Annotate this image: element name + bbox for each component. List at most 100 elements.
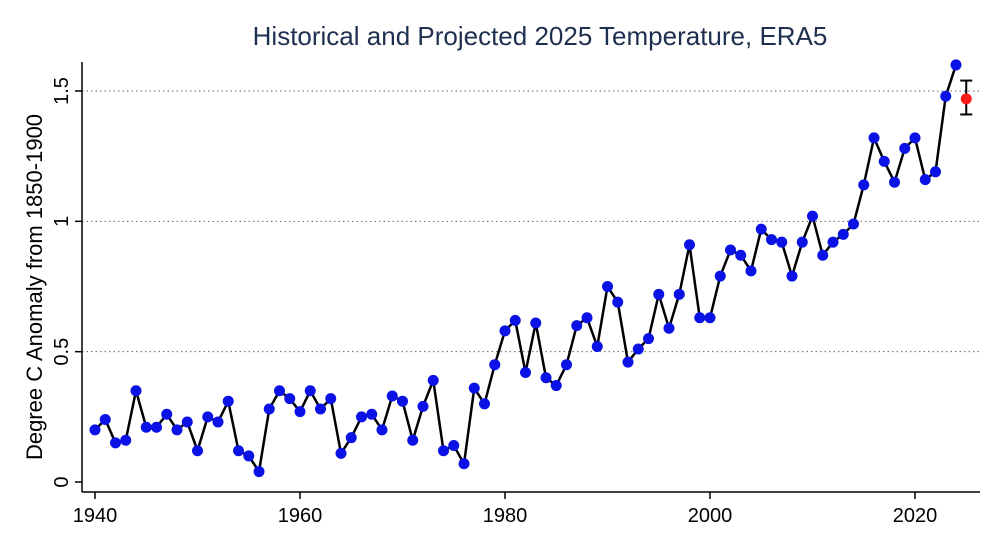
data-point [643,333,654,345]
data-point [99,413,111,425]
data-point [212,416,224,428]
data-point [776,236,788,248]
data-point [571,320,583,332]
data-point [540,372,552,384]
data-point [684,239,695,251]
data-point [725,244,736,256]
data-point [889,176,900,188]
data-point [304,385,316,397]
data-point [550,380,562,392]
data-point [417,400,429,412]
data-point [427,374,439,386]
data-point [694,312,706,324]
data-point [561,359,572,371]
series-line [94,64,958,475]
data-point [581,312,593,324]
data-point [766,234,777,246]
data-point [335,447,347,459]
data-point [868,132,880,144]
data-point [509,314,521,326]
data-point [899,142,911,154]
data-point [438,445,449,457]
data-point [366,408,378,420]
y-tick-label: 1.5 [51,77,73,105]
data-point [704,312,716,324]
data-point [181,416,193,428]
data-point [673,288,685,300]
data-point [151,421,162,433]
data-point [89,424,101,436]
data-point [827,236,839,248]
data-point [735,249,747,261]
data-point [919,174,931,186]
data-point [663,322,675,334]
data-point [714,270,726,282]
data-point [171,424,183,436]
data-point [222,395,234,407]
data-point [192,445,203,457]
gridlines [82,90,980,353]
series-line-group [94,64,958,475]
data-point [325,393,337,405]
data-point [202,411,214,423]
data-point [263,403,275,415]
data-point [909,132,921,144]
data-point [520,367,531,379]
data-point [499,325,511,337]
data-point [848,218,859,230]
x-tick-label: 1960 [278,505,323,527]
data-point [407,434,419,446]
data-point [745,265,757,277]
y-axis-label: Degree C Anomaly from 1850-1900 [22,114,47,460]
data-point [356,411,367,423]
data-point [602,281,613,292]
data-point [837,228,849,240]
data-point [468,382,480,394]
data-point [233,445,244,457]
data-point [386,390,398,402]
data-point [345,432,357,444]
data-point [253,466,265,478]
data-point [397,395,408,407]
data-point [120,434,132,446]
data-point [110,437,121,449]
data-point [622,356,634,368]
x-tick-label: 1940 [73,505,118,527]
data-point [130,385,142,397]
data-point [489,359,501,371]
data-point [755,223,767,235]
data-point [786,270,798,282]
data-point [315,403,326,415]
data-point [243,450,255,462]
data-point [530,317,542,329]
data-point [858,179,870,191]
data-point [479,398,490,410]
data-point [294,406,306,418]
x-tick-label: 2020 [893,505,938,527]
data-point [458,458,470,470]
data-point [653,288,665,300]
data-point [284,393,296,405]
data-point [376,424,388,436]
data-point [161,408,173,420]
data-point [591,340,603,352]
y-tick-label: 1 [51,216,73,227]
data-point [878,155,890,167]
projection-point [960,93,972,105]
data-point [817,249,829,261]
y-tick-label: 0.5 [51,338,73,366]
data-point [632,343,644,355]
data-point [448,440,460,452]
data-point [807,210,818,222]
data-point [274,385,285,397]
data-point [140,421,152,433]
data-point [950,59,962,71]
axes: 0 0.5 1 1.5 1940 1960 1980 2000 2020 [51,62,980,527]
projection-group [960,79,973,116]
x-tick-label: 2000 [688,505,733,527]
chart-title: Historical and Projected 2025 Temperatur… [253,21,828,51]
data-point [612,296,624,308]
data-point [930,166,941,178]
data-point [940,90,952,102]
x-tick-label: 1980 [483,505,528,527]
